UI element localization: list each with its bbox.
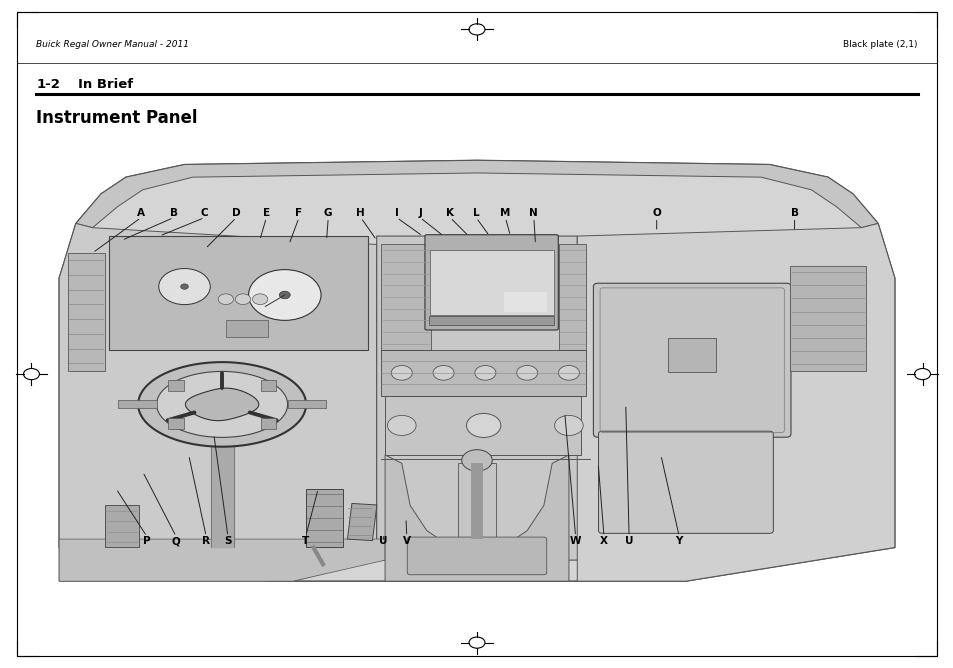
Circle shape xyxy=(279,291,290,299)
Polygon shape xyxy=(577,223,894,581)
Text: U: U xyxy=(378,536,387,546)
Polygon shape xyxy=(376,236,601,560)
Bar xyxy=(226,320,268,337)
Circle shape xyxy=(558,365,578,380)
Bar xyxy=(305,488,343,548)
Circle shape xyxy=(253,294,268,305)
Text: J: J xyxy=(417,208,421,218)
FancyBboxPatch shape xyxy=(424,234,558,330)
Bar xyxy=(118,400,156,408)
FancyBboxPatch shape xyxy=(593,283,790,438)
Text: H: H xyxy=(356,208,365,218)
Circle shape xyxy=(554,415,582,436)
Bar xyxy=(380,350,585,396)
Circle shape xyxy=(235,294,251,305)
Text: I: I xyxy=(395,208,398,218)
Polygon shape xyxy=(59,160,894,581)
Bar xyxy=(558,244,585,350)
Bar xyxy=(168,418,183,429)
Bar xyxy=(429,250,553,315)
Circle shape xyxy=(180,284,188,289)
Polygon shape xyxy=(59,223,376,581)
Bar xyxy=(260,380,275,391)
Bar xyxy=(668,338,716,372)
Bar xyxy=(287,400,325,408)
Text: S: S xyxy=(224,536,232,546)
Text: C: C xyxy=(200,208,208,218)
Text: R: R xyxy=(202,536,210,546)
Text: T: T xyxy=(302,536,309,546)
Circle shape xyxy=(158,269,210,305)
Text: V: V xyxy=(402,536,411,546)
Bar xyxy=(347,504,376,540)
Text: K: K xyxy=(446,208,454,218)
Text: G: G xyxy=(324,208,333,218)
Text: In Brief: In Brief xyxy=(78,77,133,91)
Text: M: M xyxy=(499,208,510,218)
Circle shape xyxy=(475,365,496,380)
Polygon shape xyxy=(59,539,385,581)
Polygon shape xyxy=(76,160,877,228)
Text: Q: Q xyxy=(172,536,180,546)
Circle shape xyxy=(218,294,233,305)
Polygon shape xyxy=(185,388,258,421)
Text: F: F xyxy=(295,208,302,218)
Bar xyxy=(168,380,183,391)
Circle shape xyxy=(466,413,500,438)
Bar xyxy=(789,265,864,371)
Bar xyxy=(457,464,496,539)
FancyBboxPatch shape xyxy=(407,537,546,574)
Text: W: W xyxy=(569,536,580,546)
Text: D: D xyxy=(232,208,240,218)
Bar xyxy=(105,506,138,548)
Circle shape xyxy=(517,365,537,380)
Circle shape xyxy=(433,365,454,380)
Text: N: N xyxy=(529,208,537,218)
Polygon shape xyxy=(385,455,568,581)
Bar xyxy=(428,316,554,325)
Text: Black plate (2,1): Black plate (2,1) xyxy=(842,40,917,49)
Text: P: P xyxy=(143,536,151,546)
Circle shape xyxy=(391,365,412,380)
Text: Instrument Panel: Instrument Panel xyxy=(36,109,197,126)
Circle shape xyxy=(249,270,321,321)
Text: 1-2: 1-2 xyxy=(36,77,60,91)
FancyBboxPatch shape xyxy=(598,432,773,533)
Bar xyxy=(68,253,105,371)
Bar xyxy=(471,464,482,539)
Circle shape xyxy=(461,450,492,471)
Text: E: E xyxy=(263,208,270,218)
Text: O: O xyxy=(652,208,660,218)
Polygon shape xyxy=(156,371,287,438)
Text: A: A xyxy=(137,208,145,218)
Text: Buick Regal Owner Manual - 2011: Buick Regal Owner Manual - 2011 xyxy=(36,40,189,49)
Text: B: B xyxy=(790,208,798,218)
Bar xyxy=(380,244,431,350)
Circle shape xyxy=(387,415,416,436)
Polygon shape xyxy=(138,362,306,447)
Text: U: U xyxy=(624,536,633,546)
Text: X: X xyxy=(599,536,607,546)
Bar xyxy=(385,396,580,455)
Text: Y: Y xyxy=(675,536,682,546)
Text: L: L xyxy=(473,208,479,218)
Text: B: B xyxy=(170,208,177,218)
Polygon shape xyxy=(110,236,368,350)
Bar xyxy=(260,418,275,429)
Bar xyxy=(503,292,547,311)
